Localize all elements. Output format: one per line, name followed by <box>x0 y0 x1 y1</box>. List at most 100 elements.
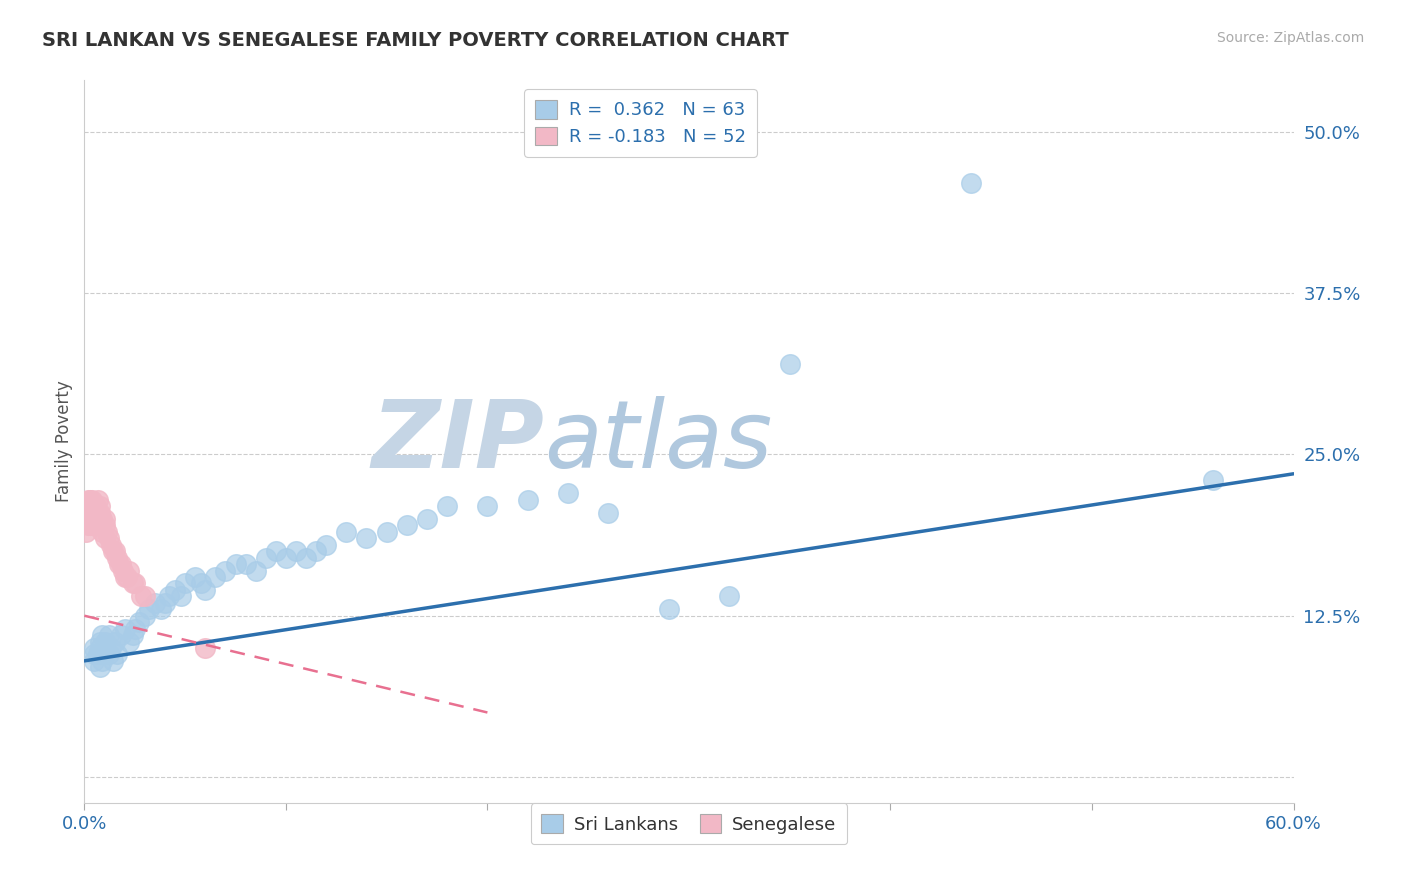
Point <box>129 590 152 604</box>
Point <box>91 654 114 668</box>
Point <box>93 531 115 545</box>
Point <box>86 499 108 513</box>
Point <box>87 648 110 662</box>
Point <box>121 576 143 591</box>
Point <box>77 492 100 507</box>
Point <box>91 512 114 526</box>
Point <box>93 634 115 648</box>
Point <box>101 544 124 558</box>
Legend: Sri Lankans, Senegalese: Sri Lankans, Senegalese <box>530 804 848 845</box>
Point <box>356 531 378 545</box>
Point <box>93 640 115 655</box>
Point <box>165 582 187 597</box>
Point <box>598 506 620 520</box>
Point <box>89 518 111 533</box>
Point <box>779 357 801 371</box>
Point <box>204 570 226 584</box>
Point <box>477 499 499 513</box>
Point <box>87 492 110 507</box>
Point <box>97 648 120 662</box>
Point <box>184 570 207 584</box>
Point <box>254 550 277 565</box>
Point <box>128 615 150 630</box>
Point <box>214 564 236 578</box>
Point <box>83 506 105 520</box>
Point <box>79 518 101 533</box>
Point <box>157 590 180 604</box>
Point <box>83 648 105 662</box>
Text: Source: ZipAtlas.com: Source: ZipAtlas.com <box>1216 31 1364 45</box>
Point <box>114 622 136 636</box>
Point <box>83 512 105 526</box>
Point <box>75 512 97 526</box>
Point <box>83 640 105 655</box>
Point <box>194 640 217 655</box>
Point <box>264 544 287 558</box>
Point <box>89 640 111 655</box>
Point <box>86 512 108 526</box>
Point <box>89 499 111 513</box>
Point <box>305 544 328 558</box>
Point <box>115 570 138 584</box>
Point <box>718 590 741 604</box>
Point <box>77 506 100 520</box>
Point <box>190 576 212 591</box>
Point <box>82 506 104 520</box>
Point <box>96 524 118 539</box>
Point <box>295 550 318 565</box>
Point <box>105 648 128 662</box>
Point <box>124 622 146 636</box>
Point <box>89 660 111 674</box>
Point <box>134 608 156 623</box>
Text: SRI LANKAN VS SENEGALESE FAMILY POVERTY CORRELATION CHART: SRI LANKAN VS SENEGALESE FAMILY POVERTY … <box>42 31 789 50</box>
Point <box>138 602 160 616</box>
Point <box>194 582 217 597</box>
Point <box>245 564 267 578</box>
Point <box>104 634 127 648</box>
Point <box>75 499 97 513</box>
Point <box>79 492 101 507</box>
Point <box>104 544 127 558</box>
Text: ZIP: ZIP <box>371 395 544 488</box>
Point <box>93 518 115 533</box>
Point <box>97 531 120 545</box>
Point <box>79 506 101 520</box>
Point <box>100 538 122 552</box>
Point <box>79 499 101 513</box>
Point <box>395 518 418 533</box>
Point <box>91 524 114 539</box>
Point <box>124 576 146 591</box>
Point <box>82 518 104 533</box>
Point <box>89 512 111 526</box>
Point <box>416 512 439 526</box>
Point <box>87 506 110 520</box>
Point <box>111 564 134 578</box>
Point <box>86 518 108 533</box>
Point <box>83 654 105 668</box>
Point <box>335 524 357 539</box>
Point <box>83 518 105 533</box>
Point <box>77 518 100 533</box>
Point <box>100 640 122 655</box>
Point <box>557 486 579 500</box>
Point <box>960 177 983 191</box>
Point <box>436 499 458 513</box>
Point <box>118 564 141 578</box>
Point <box>97 628 120 642</box>
Point <box>110 628 132 642</box>
Point <box>235 557 257 571</box>
Point <box>79 512 101 526</box>
Point <box>153 596 176 610</box>
Point <box>516 492 538 507</box>
Point <box>75 524 97 539</box>
Point <box>134 590 156 604</box>
Point <box>170 590 193 604</box>
Point <box>174 576 197 591</box>
Point <box>375 524 398 539</box>
Point <box>143 596 166 610</box>
Point <box>285 544 308 558</box>
Point <box>89 634 111 648</box>
Point <box>93 512 115 526</box>
Point <box>149 602 172 616</box>
Y-axis label: Family Poverty: Family Poverty <box>55 381 73 502</box>
